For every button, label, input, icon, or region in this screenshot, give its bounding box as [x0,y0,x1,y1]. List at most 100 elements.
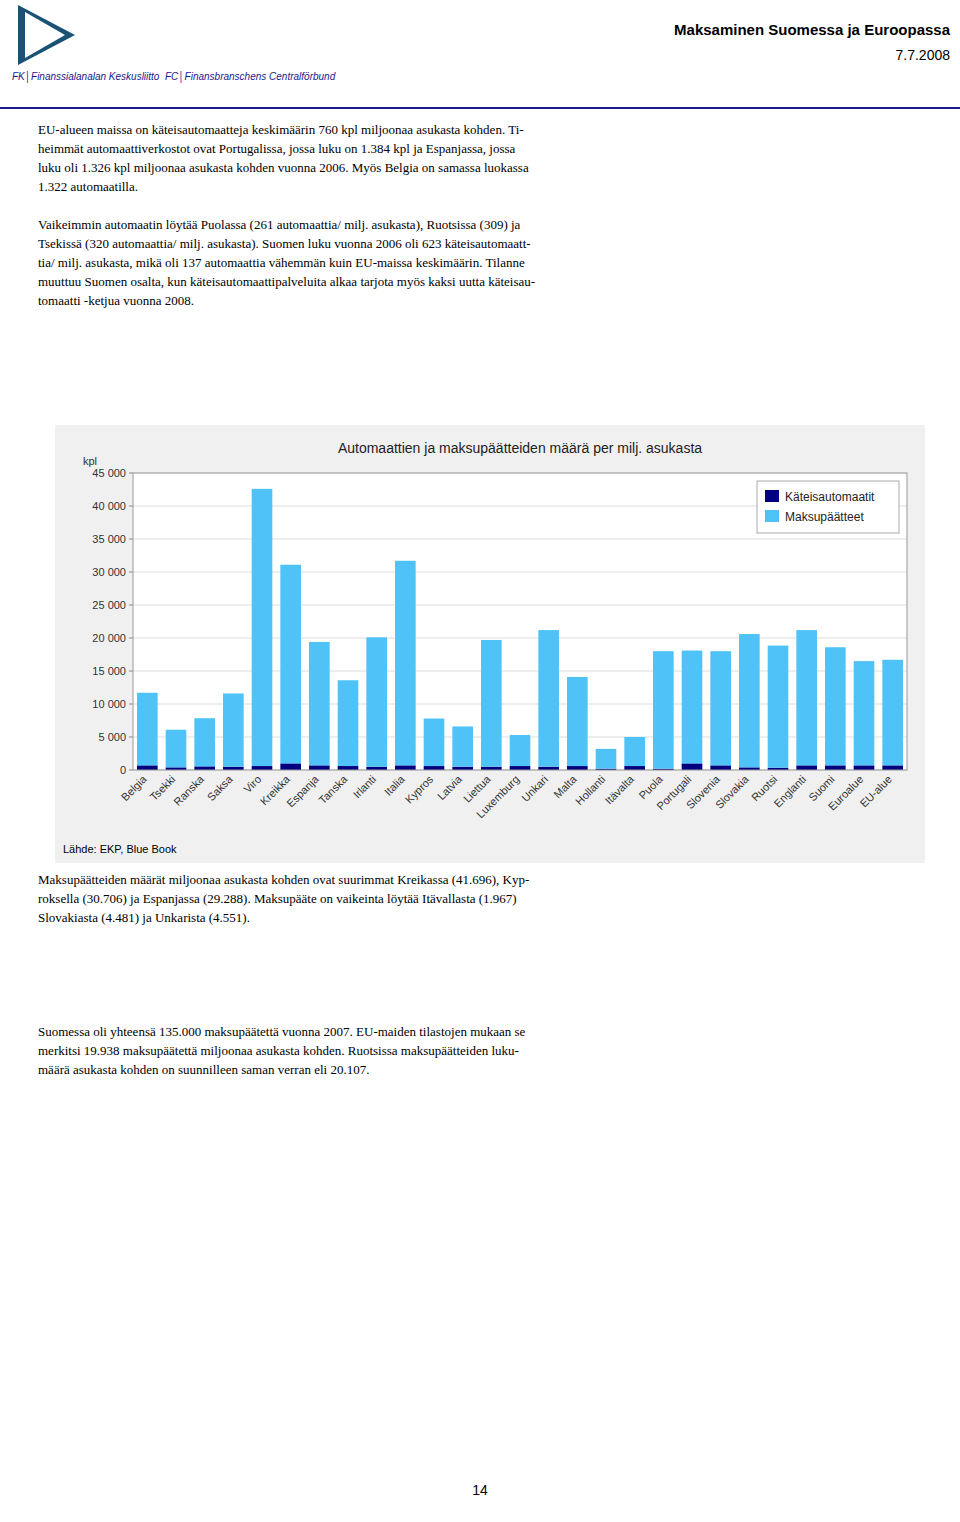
source-text: Lähde: EKP, Blue Book [63,843,177,855]
text-line: tomaatti -ketjua vuonna 2008. [38,291,931,310]
page-number: 14 [0,1482,960,1498]
legend-box [757,481,899,533]
bar [882,765,903,770]
bar [280,763,301,770]
logo-inner [25,12,65,58]
plot-frame [133,473,907,770]
x-tick-label: Italia [382,772,408,798]
bar [710,651,731,765]
x-tick-label: Latvia [435,772,465,802]
bar [424,719,445,767]
bar [424,766,445,770]
bar [395,561,416,766]
y-tick-label: 35 000 [92,533,126,545]
logo [18,5,75,65]
x-tick-label: Itävalta [603,772,637,806]
bar [252,766,273,770]
bar [166,730,187,768]
legend-label: Maksupäätteet [785,510,864,524]
y-unit-label: kpl [83,455,97,467]
bar [280,565,301,764]
y-tick [129,770,133,771]
header-title: Maksaminen Suomessa ja Euroopassa [674,21,951,38]
x-tick-label: Englanti [771,773,808,810]
y-tick [129,737,133,738]
bar [567,766,588,770]
text-line: luku oli 1.326 kpl miljoonaa asukasta ko… [38,158,931,177]
text-line: määrä asukasta kohden on suunnilleen sam… [38,1060,931,1079]
y-tick-label: 20 000 [92,632,126,644]
bar [538,630,559,767]
grid-line [133,704,907,705]
bar [481,640,502,767]
bar [194,766,215,770]
bar [309,642,330,765]
bar [682,651,703,764]
bar [137,765,158,770]
text-line: heimmät automaattiverkostot ovat Portuga… [38,139,931,158]
y-tick [129,605,133,606]
bar [796,630,817,765]
bar [825,765,846,770]
y-tick-label: 25 000 [92,599,126,611]
bar [338,680,359,766]
bar [854,661,875,765]
x-tick-label: Tanska [316,772,350,806]
x-tick-label: Belgia [119,772,150,803]
y-tick-label: 45 000 [92,467,126,479]
text-line: Suomessa oli yhteensä 135.000 maksupääte… [38,1022,931,1041]
text-line: Slovakiasta (4.481) ja Unkarista (4.551)… [38,908,931,927]
y-tick [129,704,133,705]
grid-line [133,605,907,606]
y-tick [129,572,133,573]
bar [510,735,531,766]
x-tick-label: Ranska [171,772,206,807]
legend-label: Käteisautomaatit [785,490,875,504]
bar [137,693,158,766]
y-tick-label: 10 000 [92,698,126,710]
bar [739,634,760,767]
text-line: merkitsi 19.938 maksupäätettä miljoonaa … [38,1041,931,1060]
x-tick-label: Kypros [403,773,436,806]
x-tick-label: Espanja [284,772,321,809]
x-tick-label: EU-alue [857,773,894,810]
text-line: Tsekissä (320 automaattia/ milj. asukast… [38,234,931,253]
y-tick [129,506,133,507]
x-tick-label: Euroalue [826,773,866,813]
header-divider [0,107,960,109]
legend-swatch [765,490,779,502]
x-tick-label: Saksa [205,772,236,803]
y-tick [129,638,133,639]
x-tick-label: Viro [241,773,263,795]
bar [854,765,875,770]
x-tick-label: Hollanti [573,773,607,807]
text-line: tia/ milj. asukasta, mikä oli 137 automa… [38,253,931,272]
y-tick [129,671,133,672]
y-tick-label: 30 000 [92,566,126,578]
bar [338,766,359,770]
header: FK│Finanssialanalan Keskusliitto FC│Fina… [0,0,960,112]
grid-line [133,671,907,672]
chart: Automaattien ja maksupäätteiden määrä pe… [55,425,925,863]
body-text: Suomessa oli yhteensä 135.000 maksupääte… [38,1022,931,1098]
y-tick-label: 0 [120,764,126,776]
bar [882,660,903,766]
y-tick [129,539,133,540]
bar [223,693,244,766]
y-tick-label: 15 000 [92,665,126,677]
text-line: Vaikeimmin automaatin löytää Puolassa (2… [38,215,931,234]
legend: Käteisautomaatit Maksupäätteet [757,481,899,533]
bar [366,637,387,766]
bar [309,765,330,770]
bar [194,718,215,766]
text-line: muuttuu Suomen osalta, kun käteisautomaa… [38,272,931,291]
chart-box: Automaattien ja maksupäätteiden määrä pe… [55,425,925,863]
text-line: 1.322 automaatilla. [38,177,931,196]
bar [653,651,674,768]
y-tick [129,473,133,474]
x-tick-label: Luxemburg [474,773,521,820]
grid-line [133,539,907,540]
bar [624,737,645,766]
bar [596,749,617,769]
legend-swatch [765,510,779,522]
